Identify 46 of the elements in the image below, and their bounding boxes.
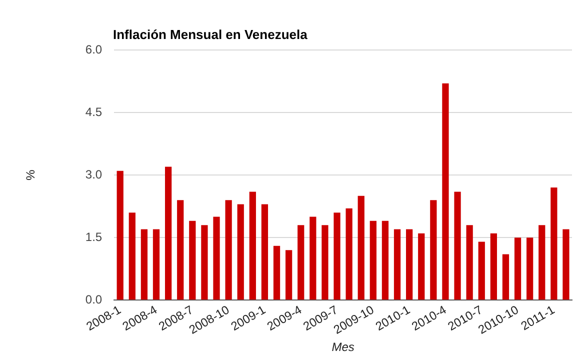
bar [201,225,208,300]
y-tick-label: 3.0 [85,167,102,182]
bar [502,254,510,300]
bar [237,204,244,300]
bar [454,192,461,300]
bar [358,196,364,300]
bar [249,192,256,300]
bar [550,188,558,300]
bar [346,208,352,300]
bar [310,216,316,300]
bar [225,200,232,300]
bar [394,229,401,300]
y-tick-label: 4.5 [85,104,102,119]
bar [128,212,136,300]
bar [177,200,184,300]
x-axis-title: Mes [332,340,354,354]
y-tick-label: 1.5 [85,230,102,244]
y-tick-label: 0.0 [85,292,102,306]
y-axis-title: % [24,169,38,180]
bar [418,233,425,300]
bar [406,229,413,300]
bar [261,204,268,300]
bar [164,166,172,300]
bar [370,220,376,300]
bar [562,229,570,300]
y-tick-label: 6.0 [85,42,102,56]
bar [213,216,220,300]
bar [442,83,449,300]
bar [189,220,196,300]
bar [382,220,389,300]
bar [334,212,340,300]
bar [152,229,160,300]
chart-title: Inflación Mensual en Venezuela [113,27,308,42]
bar [490,233,497,300]
bar [116,170,124,300]
bar [298,225,304,300]
bar [273,246,280,300]
bar [538,225,546,300]
bar [322,225,328,300]
bar [514,238,522,300]
bar [526,238,534,300]
bar [466,225,473,300]
bar [478,242,485,300]
bar [286,250,292,300]
bar [430,200,437,300]
bar [140,229,148,300]
